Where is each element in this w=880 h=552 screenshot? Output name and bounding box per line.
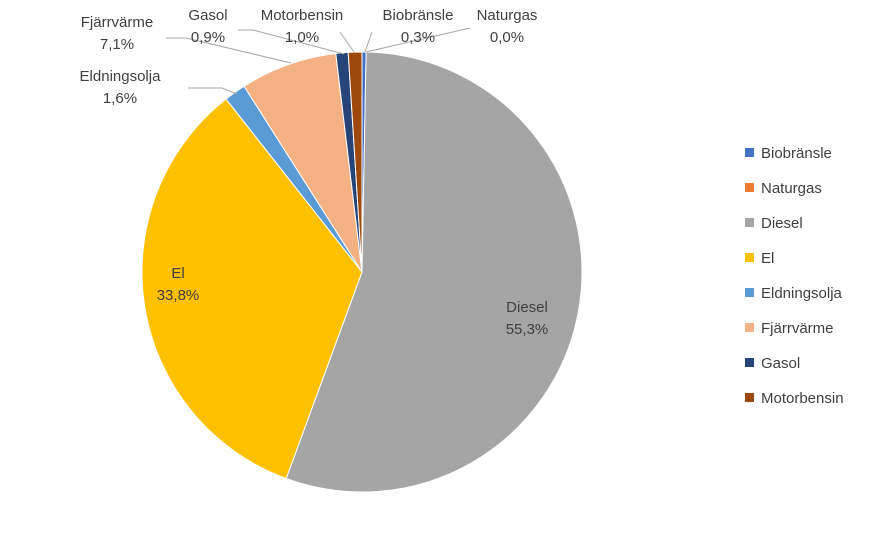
legend-label-motorbensin: Motorbensin [761,390,844,407]
data-label-name-eldningsolja: Eldningsolja [80,68,162,85]
data-label-name-motorbensin: Motorbensin [261,7,344,24]
data-label-value-diesel: 55,3% [506,321,549,338]
legend-swatch-gasol [745,358,754,367]
pie-slices [141,51,583,493]
data-label-name-diesel: Diesel [506,299,548,316]
data-label-name-biobransle: Biobränsle [383,7,454,24]
data-label-value-gasol: 0,9% [191,29,225,46]
legend-swatch-naturgas [745,183,754,192]
legend: Biobränsle Naturgas Diesel El Eldningsolja Fj… [745,145,844,407]
data-label-value-biobransle: 0,3% [401,29,435,46]
legend-swatch-motorbensin [745,393,754,402]
legend-swatch-fjarrvarme [745,323,754,332]
leader-line-naturgas [365,27,471,53]
leader-line-fjarrvarme [166,37,292,64]
data-label-name-naturgas: Naturgas [477,7,538,24]
data-label-value-naturgas: 0,0% [490,29,524,46]
pie-slice-diesel [285,51,583,493]
data-label-value-eldningsolja: 1,6% [103,90,137,107]
legend-label-el: El [761,250,774,267]
leader-lines [166,27,471,95]
data-label-value-motorbensin: 1,0% [285,29,319,46]
legend-swatch-diesel [745,218,754,227]
legend-label-eldningsolja: Eldningsolja [761,285,843,302]
legend-label-gasol: Gasol [761,355,800,372]
legend-label-biobransle: Biobränsle [761,145,832,162]
data-label-name-el: El [171,265,184,282]
data-label-value-el: 33,8% [157,287,200,304]
pie-slice-el [141,98,363,480]
legend-label-diesel: Diesel [761,215,803,232]
data-label-name-fjarrvarme: Fjärrvärme [81,14,154,31]
legend-label-naturgas: Naturgas [761,180,822,197]
data-label-value-fjarrvarme: 7,1% [100,36,134,53]
legend-swatch-eldningsolja [745,288,754,297]
leader-line-biobransle [364,31,373,53]
legend-swatch-biobransle [745,148,754,157]
leader-line-eldningsolja [188,87,238,95]
pie-slice-motorbensin [347,51,363,273]
leader-line-motorbensin [339,31,355,53]
data-labels: Biobränsle 0,3% Naturgas 0,0% Diesel 55,3% El 3… [80,7,549,338]
legend-swatch-el [745,253,754,262]
leader-line-gasol [238,29,345,55]
legend-label-fjarrvarme: Fjärrvärme [761,320,834,337]
data-label-name-gasol: Gasol [188,7,227,24]
